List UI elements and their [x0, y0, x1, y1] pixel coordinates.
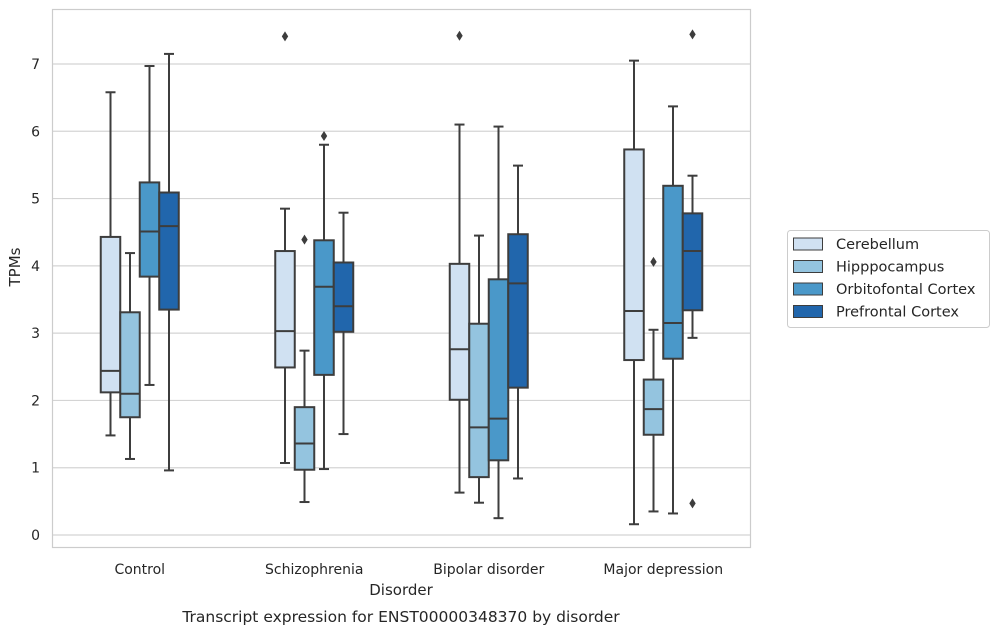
x-tick-label: Schizophrenia: [265, 562, 363, 578]
box-iqr: [293, 406, 316, 471]
legend-swatch: [793, 260, 823, 273]
box-1-1: [293, 234, 316, 504]
box-iqr: [332, 261, 355, 333]
y-tick-label: 2: [31, 393, 40, 409]
y-tick-label: 0: [31, 528, 40, 544]
box-iqr: [313, 239, 335, 376]
box-3-3: [681, 29, 704, 509]
box-iqr: [274, 250, 296, 369]
box-2-0: [448, 30, 471, 494]
box-3-0: [623, 59, 645, 526]
y-tick-label: 1: [31, 461, 40, 477]
legend: Cerebellum Hipppocampus Orbitofontal Corte…: [787, 230, 990, 328]
box-3-2: [662, 105, 684, 515]
outlier-point: [281, 31, 289, 42]
box-0-3: [158, 52, 180, 472]
chart-caption: Transcript expression for ENST0000034837…: [181, 608, 620, 626]
box-1-3: [332, 211, 355, 436]
box-iqr: [487, 278, 510, 462]
legend-swatch: [793, 305, 823, 318]
box-iqr: [138, 181, 161, 278]
y-tick-label: 4: [31, 259, 40, 275]
outlier-point: [456, 30, 463, 41]
outlier-point: [301, 234, 308, 245]
box-iqr: [681, 212, 704, 312]
legend-frame: [787, 230, 990, 328]
plot-frame: [51, 8, 752, 549]
box-iqr: [99, 235, 122, 394]
y-tick-label: 5: [31, 192, 40, 208]
box-plots: [99, 29, 704, 526]
y-axis-title: TPMs: [6, 247, 24, 287]
box-iqr: [119, 311, 141, 419]
x-tick-label: Major depression: [603, 562, 723, 578]
box-iqr: [623, 148, 645, 362]
legend-label: Cerebellum: [836, 237, 919, 253]
box-iqr: [158, 191, 180, 311]
box-0-2: [138, 65, 161, 386]
outlier-point: [689, 29, 696, 40]
box-iqr: [468, 322, 490, 479]
x-axis-ticks: Control Schizophrenia Bipolar disorder Majo…: [114, 562, 723, 578]
x-tick-label: Control: [114, 562, 165, 578]
box-3-1: [642, 256, 665, 513]
x-axis-title: Disorder: [369, 581, 433, 599]
box-2-3: [507, 164, 529, 480]
outlier-point: [689, 498, 696, 509]
y-tick-label: 7: [31, 57, 40, 73]
legend-label: Hipppocampus: [836, 260, 944, 276]
box-0-0: [99, 91, 122, 437]
box-iqr: [662, 184, 684, 360]
outlier-point: [320, 130, 328, 141]
box-iqr: [642, 378, 665, 436]
box-iqr: [507, 233, 529, 389]
y-tick-label: 3: [31, 326, 40, 342]
box-iqr: [448, 262, 471, 401]
legend-label: Prefrontal Cortex: [836, 305, 959, 321]
x-tick-label: Bipolar disorder: [433, 562, 544, 578]
grid-lines: [52, 63, 751, 536]
legend-swatch: [793, 237, 823, 251]
outlier-point: [650, 256, 657, 267]
legend-swatch: [793, 282, 823, 296]
y-tick-label: 6: [31, 124, 40, 140]
box-2-2: [487, 125, 510, 520]
box-2-1: [468, 234, 490, 504]
box-1-0: [274, 31, 296, 465]
legend-label: Orbitofontal Cortex: [836, 282, 976, 298]
y-axis-ticks: 0 1 2 3 4 5 6 7: [31, 57, 40, 544]
box-0-1: [119, 252, 141, 460]
box-1-2: [313, 130, 335, 471]
